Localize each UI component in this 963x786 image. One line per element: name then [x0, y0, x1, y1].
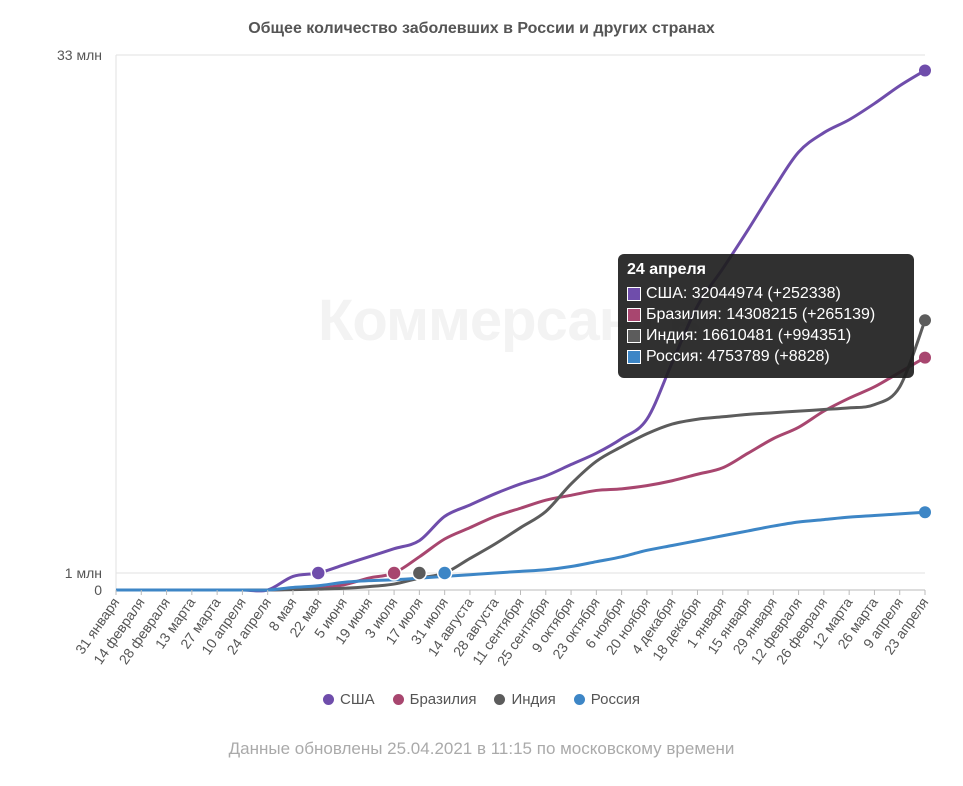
tooltip-row-usa: США: 32044974 (+252338): [627, 283, 905, 304]
tooltip-text-brazil: Бразилия: 14308215 (+265139): [646, 305, 876, 323]
series-endpoint-Россия: [919, 506, 931, 519]
legend-item-india[interactable]: Индия: [494, 691, 556, 708]
tooltip-swatch-usa: [627, 286, 641, 301]
series-endpoint-Бразилия: [919, 351, 931, 364]
chart-title: Общее количество заболевших в России и д…: [248, 20, 715, 37]
legend-label: Россия: [590, 691, 640, 708]
series-line-Бразилия: [116, 356, 926, 592]
legend-dot-icon: [323, 694, 334, 705]
tooltip-row-india: Индия: 16610481 (+994351): [627, 325, 905, 346]
legend-dot-icon: [392, 694, 404, 705]
million-marker-Россия: [436, 565, 453, 581]
y-tick-label: 1 млн: [65, 565, 102, 581]
tooltip-swatch-brazil: [627, 307, 641, 322]
legend-dot-icon: [494, 694, 506, 705]
hover-tooltip: 24 апреля США: 32044974 (+252338) Бразил…: [618, 254, 914, 378]
update-note: Данные обновлены 25.04.2021 в 11:15 по м…: [228, 739, 735, 758]
million-marker-Бразилия: [386, 565, 402, 581]
y-tick-label: 33 млн: [57, 47, 102, 63]
series-endpoint-Индия: [919, 314, 931, 327]
y-tick-label: 0: [94, 582, 102, 598]
marker-layer: [310, 64, 931, 581]
tooltip-row-brazil: Бразилия: 14308215 (+265139): [627, 304, 905, 325]
legend-label: Индия: [511, 691, 556, 708]
series-line-Россия: [116, 510, 926, 592]
legend-label: США: [340, 691, 375, 708]
million-marker-Индия: [411, 565, 428, 581]
y-axis-ticks: 01 млн 33 млн: [57, 47, 102, 598]
legend-item-usa[interactable]: США: [323, 691, 375, 708]
tooltip-date: 24 апреля: [627, 261, 706, 278]
million-marker-США: [310, 565, 326, 581]
tooltip-swatch-india: [627, 328, 641, 343]
tooltip-swatch-russia: [627, 349, 641, 364]
legend-item-russia[interactable]: Россия: [573, 691, 640, 708]
tooltip-text-usa: США: 32044974 (+252338): [646, 284, 841, 302]
chart-legend: США Бразилия Индия Россия: [0, 691, 963, 708]
legend-item-brazil[interactable]: Бразилия: [392, 691, 477, 708]
tooltip-text-russia: Россия: 4753789 (+8828): [646, 347, 830, 365]
legend-dot-icon: [573, 694, 585, 705]
tooltip-text-india: Индия: 16610481 (+994351): [646, 326, 852, 344]
tooltip-row-russia: Россия: 4753789 (+8828): [627, 346, 905, 367]
series-layer: [116, 69, 927, 593]
series-endpoint-США: [919, 64, 931, 77]
legend-label: Бразилия: [409, 691, 477, 708]
